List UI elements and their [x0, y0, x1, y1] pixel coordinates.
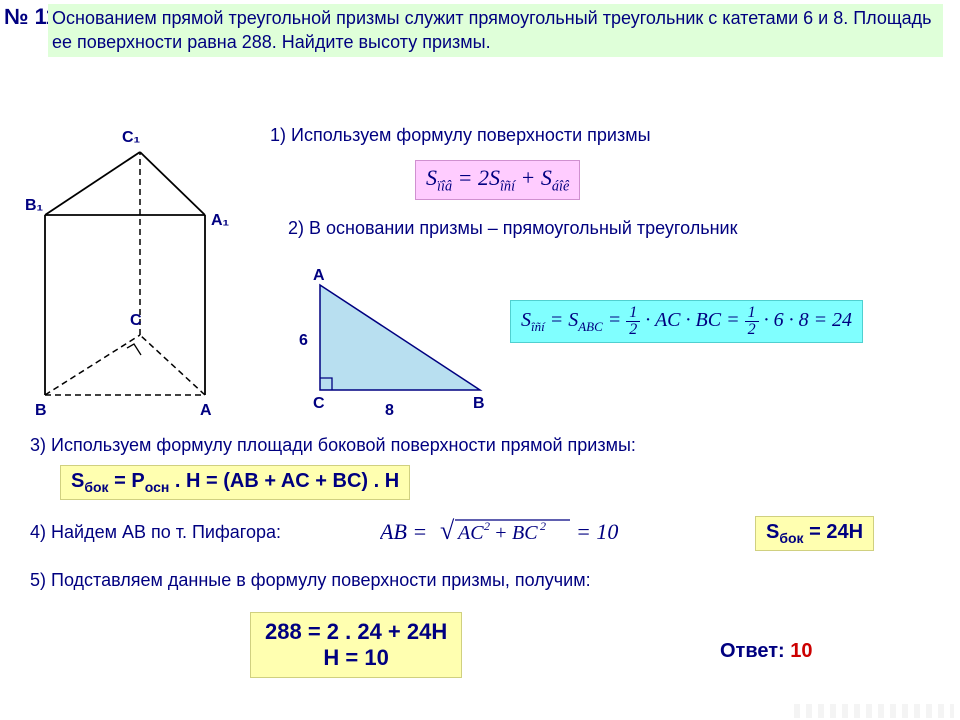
label-C: C: [130, 312, 142, 329]
step5-text: 5) Подставляем данные в формулу поверхно…: [30, 570, 591, 591]
label-B: B: [35, 402, 47, 419]
tri-C: C: [313, 395, 325, 412]
label-A: A: [200, 402, 212, 419]
surface-formula: Sïîâ = 2Sîñí + Sáîê: [415, 160, 580, 200]
leg-6: 6: [299, 332, 308, 349]
sbok-value: Sбок = 24H: [755, 516, 874, 551]
step3-text: 3) Используем формулу площади боковой по…: [30, 435, 636, 456]
step1-text: 1) Используем формулу поверхности призмы: [270, 125, 651, 146]
svg-text:+: +: [494, 522, 508, 544]
prism-diagram: B A C B₁ A₁ C₁: [10, 120, 250, 430]
label-C1: C₁: [122, 129, 141, 146]
pythagoras-formula: AB = √ AC 2 + BC 2 = 10: [380, 515, 640, 555]
answer: Ответ: 10: [720, 640, 813, 663]
step2-text: 2) В основании призмы – прямоугольный тр…: [288, 218, 737, 239]
answer-label: Ответ:: [720, 640, 790, 662]
svg-text:AC: AC: [456, 522, 484, 544]
svg-text:AB =: AB =: [380, 519, 427, 544]
tri-A: A: [313, 267, 325, 284]
tri-B: B: [473, 395, 485, 412]
svg-text:BC: BC: [512, 522, 538, 544]
svg-text:= 10: = 10: [576, 519, 618, 544]
leg-8: 8: [385, 402, 394, 419]
svg-text:√: √: [440, 516, 455, 545]
label-B1: B₁: [25, 197, 44, 214]
final-line2: H = 10: [265, 645, 447, 671]
svg-text:2: 2: [484, 519, 490, 533]
answer-value: 10: [790, 640, 812, 662]
problem-statement: Основанием прямой треугольной призмы слу…: [48, 4, 943, 57]
watermark: [794, 704, 954, 718]
svg-text:2: 2: [540, 519, 546, 533]
step4-text: 4) Найдем АВ по т. Пифагора:: [30, 522, 281, 543]
base-triangle: A C B 6 8: [295, 260, 505, 430]
lateral-formula: Sбок = Pосн . H = (AB + AC + BC) . H: [60, 465, 410, 500]
label-A1: A₁: [211, 212, 230, 229]
final-line1: 288 = 2 . 24 + 24H: [265, 619, 447, 645]
final-equation: 288 = 2 . 24 + 24H H = 10: [250, 612, 462, 678]
base-area-formula: Sîñí = SABC = 12 · AC · BC = 12 · 6 · 8 …: [510, 300, 863, 343]
